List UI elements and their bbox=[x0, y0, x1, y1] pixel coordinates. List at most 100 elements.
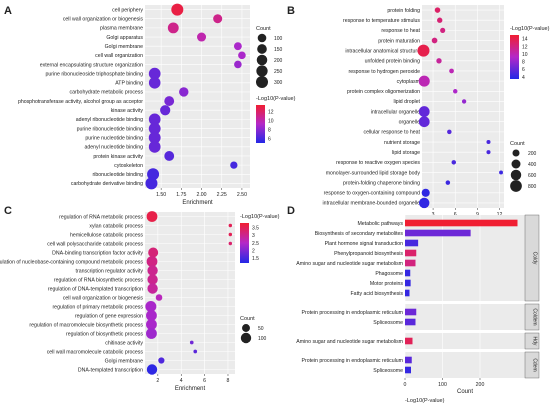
bar bbox=[405, 219, 518, 227]
term-label: regulation of biosynthetic process bbox=[66, 331, 143, 337]
term-point bbox=[238, 51, 246, 60]
plot-background bbox=[145, 5, 250, 188]
bar-label: Metabolic pathways bbox=[357, 221, 403, 227]
term-point bbox=[146, 310, 157, 321]
bar bbox=[405, 279, 411, 287]
size-legend-point bbox=[256, 76, 268, 88]
size-legend-label: 200 bbox=[528, 151, 537, 157]
facet-strip bbox=[524, 303, 540, 331]
color-legend-title: -Log10(P-value) bbox=[256, 96, 296, 102]
term-point bbox=[418, 106, 430, 117]
term-label: carbohydrate derivative binding bbox=[71, 181, 143, 187]
size-legend-point bbox=[242, 324, 250, 332]
term-point bbox=[230, 161, 238, 169]
panel-letter-b: B bbox=[287, 5, 295, 17]
term-label: DNA-binding transcription factor activit… bbox=[52, 250, 143, 256]
term-label: cell wall organization or biogenesis bbox=[63, 17, 144, 23]
term-label: purine ribonucleotide binding bbox=[77, 126, 143, 132]
color-legend-label: 8 bbox=[268, 127, 271, 133]
term-point bbox=[436, 58, 442, 64]
term-point bbox=[148, 67, 161, 80]
term-label: transcription regulator activity bbox=[76, 268, 144, 274]
term-label: nutrient storage bbox=[384, 140, 420, 146]
term-label: organelle bbox=[399, 120, 420, 126]
term-label: lipid droplet bbox=[393, 99, 420, 105]
term-label: intracellular organelle bbox=[371, 109, 420, 115]
term-label: Golgi apparatus bbox=[106, 35, 143, 41]
term-point bbox=[447, 129, 452, 135]
size-legend-point bbox=[257, 33, 267, 43]
size-legend-label: 100 bbox=[258, 336, 267, 342]
term-point bbox=[486, 150, 491, 155]
term-point bbox=[233, 42, 242, 51]
x-tick-label: 4 bbox=[180, 378, 183, 384]
size-legend-point bbox=[511, 159, 521, 169]
color-legend-title: -Log10(P-value) bbox=[510, 26, 550, 32]
term-point bbox=[499, 170, 503, 175]
term-label: unfolded protein binding bbox=[365, 59, 420, 65]
facet-background bbox=[405, 333, 525, 349]
term-point bbox=[146, 256, 158, 267]
color-legend-bar bbox=[256, 105, 265, 143]
term-label: Golgi membrane bbox=[105, 44, 143, 50]
term-label: cell wall organization bbox=[95, 53, 143, 59]
term-point bbox=[179, 87, 189, 97]
bar-label: Amino sugar and nucleotide sugar metabol… bbox=[296, 261, 403, 267]
size-legend-label: 400 bbox=[528, 162, 537, 168]
facet-strip bbox=[524, 332, 540, 350]
term-label: cell wall organization or biogenesis bbox=[63, 295, 144, 301]
size-legend-title: Count bbox=[256, 26, 271, 32]
bar bbox=[405, 308, 417, 316]
size-legend-label: 150 bbox=[274, 47, 283, 53]
term-label: protein maturation bbox=[378, 38, 420, 44]
term-label: plasma membrane bbox=[100, 26, 143, 32]
term-label: xylan catabolic process bbox=[89, 223, 143, 229]
color-legend-label: 8 bbox=[522, 60, 525, 66]
term-label: adenyl ribonucleotide binding bbox=[76, 117, 143, 123]
bar bbox=[405, 249, 417, 257]
term-label: response to temperature stimulus bbox=[343, 18, 420, 24]
bar-label: Protein processing in endoplasmic reticu… bbox=[302, 310, 404, 316]
term-label: protein-folding chaperone binding bbox=[343, 180, 420, 186]
term-label: intracellular membrane-bounded organelle bbox=[323, 201, 421, 207]
x-tick-label: 1.75 bbox=[176, 192, 186, 198]
term-label: cellular response to heat bbox=[363, 130, 420, 136]
term-point bbox=[146, 319, 157, 330]
term-label: cell wall polysaccharide catabolic proce… bbox=[47, 241, 143, 247]
size-legend-label: 100 bbox=[274, 36, 283, 42]
x-axis-title: Count bbox=[457, 389, 473, 395]
term-label: regulation of primary metabolic process bbox=[52, 304, 143, 310]
facet-strip-label: Coldy bbox=[532, 252, 538, 265]
term-label: regulation of DNA-templated transcriptio… bbox=[48, 286, 143, 292]
size-legend-label: 600 bbox=[528, 173, 537, 179]
term-label: DNA-templated transcription bbox=[78, 367, 143, 373]
term-label: response to reactive oxygen species bbox=[336, 160, 420, 166]
term-label: protein kinase activity bbox=[93, 154, 143, 160]
x-axis-title: Enrichment bbox=[175, 386, 206, 392]
bar bbox=[405, 337, 413, 345]
bar-label: Spliceosome bbox=[373, 368, 403, 374]
color-legend-label: 2 bbox=[252, 248, 255, 254]
size-legend-point bbox=[510, 169, 522, 181]
term-point bbox=[213, 14, 223, 24]
facet-background bbox=[405, 352, 525, 378]
x-tick-label: 2 bbox=[156, 378, 159, 384]
term-point bbox=[449, 68, 454, 74]
x-tick-label: 0 bbox=[404, 382, 407, 388]
term-point bbox=[421, 188, 430, 197]
bar-label: Plant hormone signal transduction bbox=[325, 241, 404, 247]
term-point bbox=[418, 197, 430, 209]
term-point bbox=[145, 177, 158, 190]
term-point bbox=[228, 223, 233, 228]
term-point bbox=[148, 122, 161, 135]
term-point bbox=[146, 328, 157, 339]
color-legend-bar bbox=[240, 223, 249, 263]
size-legend-title: Count bbox=[240, 316, 255, 322]
term-point bbox=[197, 32, 207, 42]
bar-label: Fatty acid biosynthesis bbox=[351, 291, 404, 297]
term-point bbox=[147, 274, 158, 285]
term-label: ribonucleotide binding bbox=[93, 172, 144, 178]
size-legend-label: 50 bbox=[258, 326, 264, 332]
term-label: protein folding bbox=[387, 8, 420, 14]
bar-label: Spliceosome bbox=[373, 320, 403, 326]
